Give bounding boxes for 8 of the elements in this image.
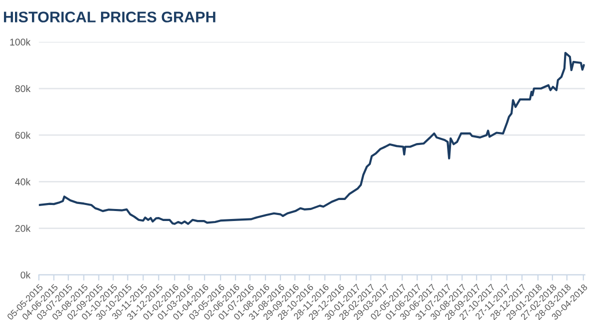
y-tick-label: 80k xyxy=(15,84,31,92)
y-tick-label: 60k xyxy=(15,132,31,139)
y-tick-label: 40k xyxy=(15,178,31,186)
line-series xyxy=(38,52,585,225)
chart-title: HISTORICAL PRICES GRAPH xyxy=(4,12,216,22)
y-tick-label: 20k xyxy=(15,224,31,232)
y-tick-label: 100k xyxy=(10,38,31,46)
y-tick-label: 0k xyxy=(20,271,31,278)
